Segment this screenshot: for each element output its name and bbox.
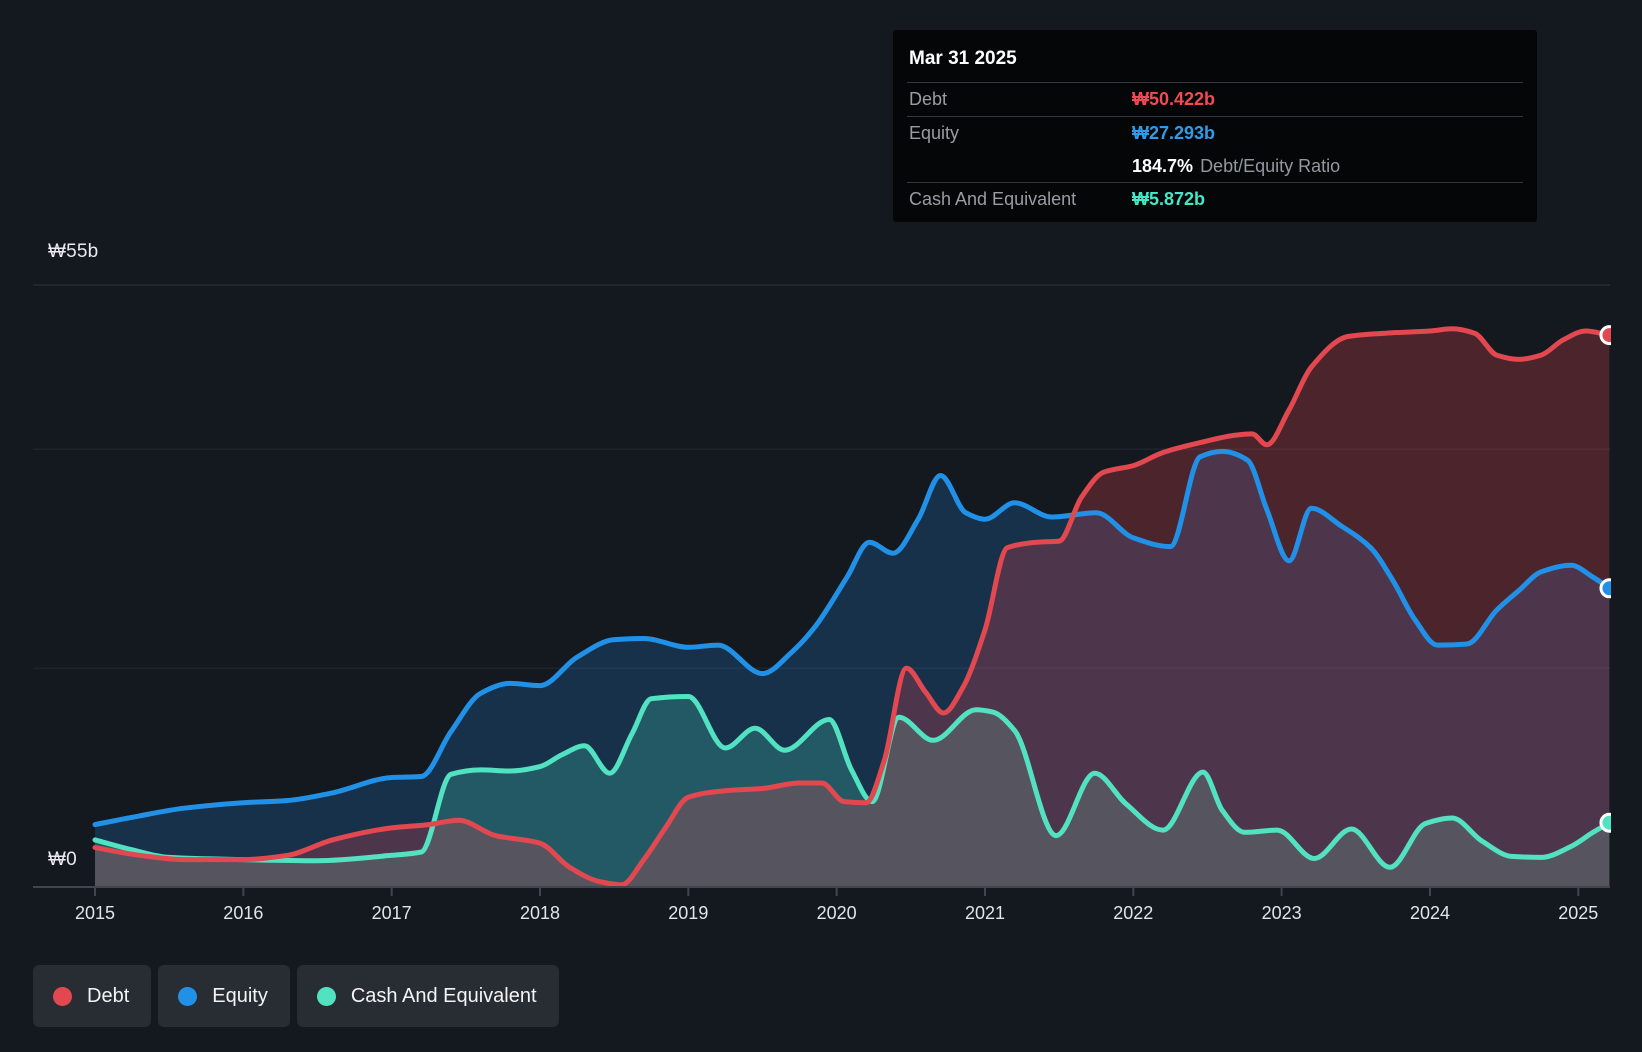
x-axis-year-label: 2018 [519, 903, 561, 923]
x-axis-year-label: 2015 [74, 903, 116, 923]
legend-debt-label: Debt [87, 984, 130, 1007]
x-axis-year-label: 2016 [223, 903, 264, 923]
x-axis-year-label: 2025 [1558, 903, 1599, 923]
tooltip-debt-value: ₩50.422b [1132, 89, 1216, 109]
tooltip-date: Mar 31 2025 [909, 48, 1017, 69]
x-axis-year-label: 2020 [816, 903, 857, 923]
legend-item-debt[interactable]: Debt [33, 965, 152, 1027]
chart-tooltip: Mar 31 2025 Debt ₩50.422b Equity ₩27.293… [893, 30, 1537, 222]
tooltip-cash-value: ₩5.872b [1132, 189, 1206, 209]
equity-series-dot-icon [178, 986, 198, 1006]
y-axis-label-max: ₩55b [48, 241, 99, 262]
debt-series-dot-icon [53, 986, 72, 1006]
x-axis-year-label: 2024 [1409, 903, 1450, 923]
x-axis-year-label: 2017 [371, 903, 412, 923]
x-axis-year-label: 2021 [964, 903, 1005, 923]
cash-series-dot-icon [316, 986, 336, 1006]
y-axis-label-zero: ₩0 [48, 849, 77, 870]
tooltip-ratio-label: Debt/Equity Ratio [1200, 155, 1341, 176]
legend-equity-label: Equity [212, 984, 268, 1007]
x-axis-year-label: 2023 [1261, 903, 1302, 923]
tooltip-cash-label: Cash And Equivalent [909, 189, 1077, 209]
legend-item-equity[interactable]: Equity [158, 965, 290, 1027]
tooltip-row-equity: Equity ₩27.293b [907, 116, 1523, 150]
tooltip-row-ratio: 184.7% Debt/Equity Ratio [907, 150, 1523, 182]
x-axis-year-label: 2022 [1113, 903, 1154, 923]
chart-legend: Debt Equity Cash And Equivalent [33, 965, 559, 1027]
tooltip-equity-value: ₩27.293b [1132, 123, 1216, 143]
x-axis-year-label: 2019 [668, 903, 709, 923]
tooltip-debt-label: Debt [909, 89, 948, 109]
tooltip-row-cash: Cash And Equivalent ₩5.872b [907, 182, 1523, 216]
tooltip-equity-label: Equity [909, 123, 960, 143]
tooltip-row-debt: Debt ₩50.422b [907, 82, 1523, 116]
tooltip-ratio-value: 184.7% [1132, 155, 1194, 176]
legend-cash-label: Cash And Equivalent [350, 984, 537, 1007]
legend-item-cash[interactable]: Cash And Equivalent [296, 965, 559, 1027]
